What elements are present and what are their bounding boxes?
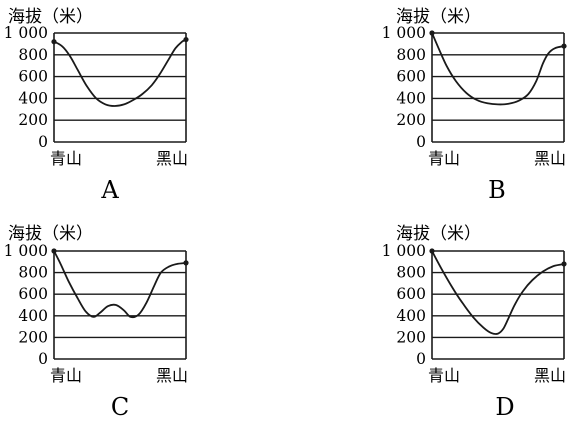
y-tick-label: 200: [18, 328, 48, 346]
start-point-marker: [429, 30, 435, 36]
x-end-label: 黑山: [534, 149, 566, 168]
elevation-profile-line: [53, 250, 187, 319]
option-label: C: [111, 393, 129, 421]
x-start-label: 青山: [428, 149, 460, 168]
y-tick-label: 600: [396, 68, 426, 86]
start-point-marker: [51, 248, 57, 254]
x-start-label: 青山: [50, 366, 82, 385]
y-tick-label: 400: [396, 89, 426, 107]
option-label: D: [495, 393, 514, 421]
y-axis-title: 海拔（米）: [8, 7, 93, 27]
y-tick-label: 0: [38, 133, 48, 151]
y-axis-title: 海拔（米）: [396, 7, 481, 27]
y-tick-label: 800: [396, 46, 426, 64]
x-end-label: 黑山: [534, 366, 566, 385]
y-tick-label: 1 000: [382, 24, 426, 42]
y-tick-label: 0: [38, 350, 48, 368]
y-tick-label: 400: [18, 89, 48, 107]
y-tick-label: 800: [18, 264, 48, 282]
end-point-marker: [561, 43, 567, 49]
y-axis-title: 海拔（米）: [8, 224, 93, 244]
y-tick-label: 800: [18, 46, 48, 64]
option-label: A: [100, 176, 119, 204]
y-tick-label: 600: [18, 285, 48, 303]
y-axis-title: 海拔（米）: [396, 224, 481, 244]
y-tick-label: 0: [416, 350, 426, 368]
chart-panel-d: 海拔（米） 0 200 400 600 800 1 000 青山 黑山 D: [382, 224, 567, 421]
y-tick-label: 200: [396, 328, 426, 346]
end-point-marker: [183, 260, 189, 266]
y-tick-label: 0: [416, 133, 426, 151]
x-start-label: 青山: [50, 149, 82, 168]
chart-panel-b: 海拔（米） 0 200 400 600 800 1 000 青山 黑山 B: [382, 7, 567, 204]
y-tick-label: 800: [396, 264, 426, 282]
elevation-profile-line: [431, 250, 565, 335]
chart-panel-c: 海拔（米） 0 200 400 600 800 1 000 青山 黑山 C: [4, 224, 189, 421]
y-tick-label: 600: [396, 285, 426, 303]
end-point-marker: [183, 36, 189, 43]
y-tick-label: 1 000: [4, 24, 48, 42]
y-tick-label: 1 000: [382, 242, 426, 260]
y-tick-label: 600: [18, 68, 48, 86]
elevation-profile-line: [431, 32, 565, 106]
x-end-label: 黑山: [156, 366, 188, 385]
y-tick-label: 200: [18, 111, 48, 129]
y-tick-label: 400: [396, 307, 426, 325]
start-point-marker: [51, 39, 57, 45]
y-tick-label: 1 000: [4, 242, 48, 260]
start-point-marker: [429, 248, 435, 254]
x-end-label: 黑山: [156, 149, 188, 168]
option-label: B: [488, 176, 506, 204]
y-tick-label: 400: [18, 307, 48, 325]
x-start-label: 青山: [428, 366, 460, 385]
end-point-marker: [561, 261, 567, 267]
chart-panel-a: 海拔（米） 0 200 400 600 800 1 000 青山 黑山 A: [4, 7, 189, 204]
elevation-profile-line: [53, 38, 187, 107]
y-tick-label: 200: [396, 111, 426, 129]
